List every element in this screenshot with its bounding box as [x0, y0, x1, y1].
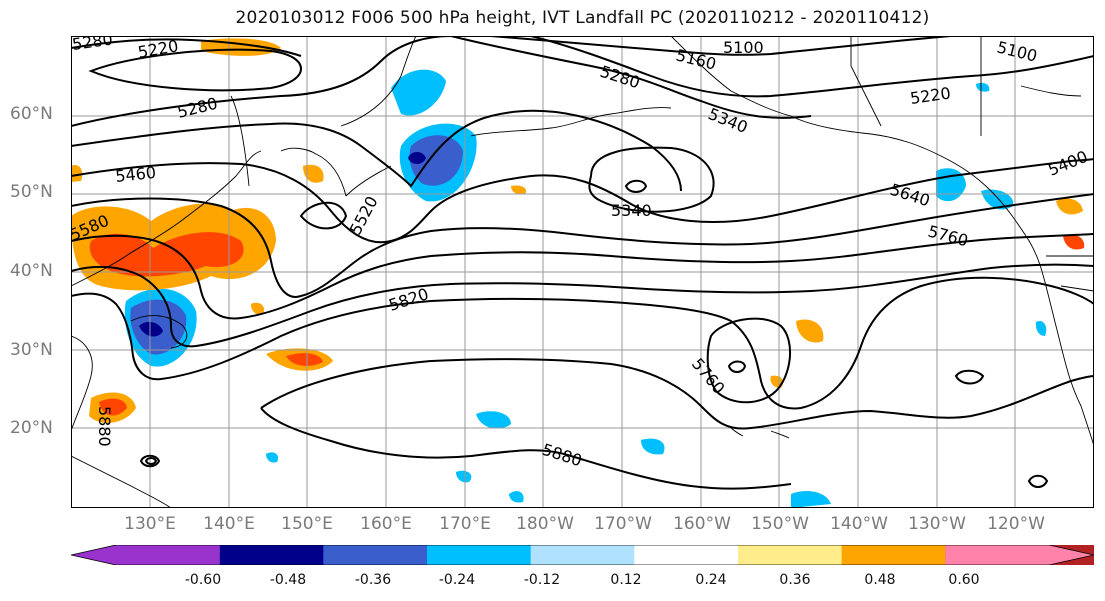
- lon-label: 150°W: [751, 514, 809, 534]
- contour-label: 5400: [1045, 147, 1090, 180]
- lon-label: 130°W: [908, 514, 966, 534]
- map-canvas: 5280 5220 5280 5460 5580 5520 5280 5160 …: [71, 36, 1094, 508]
- graticule: [71, 36, 1094, 508]
- colorbar-segment: [530, 545, 635, 565]
- colorbar-tick: -0.48: [269, 572, 307, 588]
- lon-label: 160°W: [673, 514, 731, 534]
- contour-label: 5100: [723, 38, 764, 57]
- colorbar-tick: -0.60: [184, 572, 222, 588]
- colorbar: [71, 545, 1094, 565]
- ivt-negative-region: [509, 491, 524, 503]
- lon-label: 130°E: [124, 514, 176, 534]
- lon-label: 140°E: [203, 514, 255, 534]
- contour-label: 5160: [674, 45, 718, 73]
- contour-label: 5880: [540, 440, 585, 471]
- colorbar-tick: 0.12: [610, 572, 642, 588]
- ivt-negative-region: [409, 135, 463, 186]
- coastlines: [71, 36, 1094, 508]
- lat-label: 60°N: [10, 104, 53, 124]
- ivt-negative-region: [641, 438, 665, 455]
- lat-label: 30°N: [10, 340, 53, 360]
- ivt-positive-region: [511, 185, 527, 195]
- ivt-positive-region: [99, 398, 127, 416]
- map-panel: 5280 5220 5280 5460 5580 5520 5280 5160 …: [71, 36, 1094, 508]
- lon-label: 140°W: [830, 514, 888, 534]
- lon-label: 170°W: [594, 514, 652, 534]
- contour-label: 5220: [909, 83, 952, 107]
- contour-label: 5640: [888, 180, 933, 211]
- lon-label: 120°W: [987, 514, 1045, 534]
- ivt-negative-region: [139, 321, 163, 337]
- contour-label: 5760: [688, 354, 729, 397]
- contour-label: 5280: [175, 94, 219, 122]
- ivt-negative-region: [936, 168, 966, 202]
- ivt-positive-region: [303, 164, 324, 183]
- contour-label: 5520: [346, 193, 382, 238]
- colorbar-segment: [841, 545, 946, 565]
- ivt-positive-region: [286, 353, 323, 366]
- colorbar-segment: [219, 545, 324, 565]
- lat-label: 50°N: [10, 182, 53, 202]
- ivt-negative-region: [456, 470, 472, 483]
- lon-label: 160°E: [360, 514, 412, 534]
- ivt-negative-region: [791, 491, 831, 508]
- ivt-shading: [71, 38, 1085, 508]
- lat-label: 20°N: [10, 418, 53, 438]
- colorbar-segment: [71, 545, 220, 565]
- contour-label: 5460: [114, 163, 156, 186]
- contour-label: 5880: [95, 406, 114, 447]
- colorbar-tick: -0.36: [354, 572, 392, 588]
- colorbar-tick: -0.12: [523, 572, 561, 588]
- ivt-negative-region: [1035, 320, 1047, 336]
- map-frame: [71, 36, 1094, 508]
- ivt-negative-region: [408, 152, 426, 164]
- lon-label: 170°E: [439, 514, 491, 534]
- colorbar-tick: 0.60: [948, 572, 980, 588]
- lon-label: 150°E: [281, 514, 333, 534]
- colorbar-tick: 0.36: [779, 572, 811, 588]
- ivt-positive-region: [1056, 198, 1083, 215]
- ivt-positive-region: [1063, 234, 1085, 250]
- ivt-positive-region: [796, 319, 824, 343]
- colorbar-segment: [634, 545, 739, 565]
- colorbar-segment: [738, 545, 843, 565]
- colorbar-tick: 0.24: [695, 572, 727, 588]
- map-title: 2020103012 F006 500 hPa height, IVT Land…: [235, 8, 930, 28]
- colorbar-segment: [323, 545, 428, 565]
- contour-label: 5280: [71, 36, 114, 54]
- colorbar-segment: [427, 545, 532, 565]
- ivt-negative-region: [266, 452, 279, 463]
- contour-label: 5340: [611, 201, 652, 220]
- ivt-negative-region: [476, 411, 511, 429]
- contour-label: 5100: [995, 37, 1039, 65]
- ivt-positive-region: [89, 232, 244, 277]
- colorbar-tick: -0.24: [438, 572, 476, 588]
- ivt-negative-region: [976, 82, 990, 92]
- height-contours: [71, 36, 1094, 490]
- ivt-positive-region: [251, 302, 265, 315]
- lon-label: 180°W: [516, 514, 574, 534]
- ivt-positive-region: [71, 164, 83, 182]
- colorbar-segment: [945, 545, 1094, 565]
- lat-label: 40°N: [10, 261, 53, 281]
- ivt-negative-region: [391, 69, 446, 116]
- colorbar-tick: 0.48: [864, 572, 896, 588]
- contour-label: 5280: [598, 62, 643, 93]
